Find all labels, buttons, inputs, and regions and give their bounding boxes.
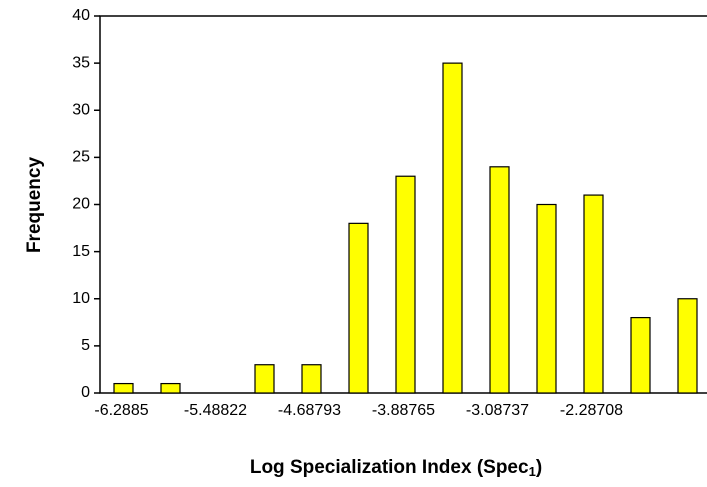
x-tick-label: -3.08737 bbox=[466, 402, 529, 419]
bar bbox=[489, 166, 510, 394]
x-tick-label: -4.68793 bbox=[278, 402, 341, 419]
bar bbox=[348, 222, 369, 394]
x-axis-title-suffix: ) bbox=[536, 457, 542, 478]
bar bbox=[677, 298, 698, 394]
x-axis-title-text: Log Specialization Index (Spec bbox=[250, 457, 529, 478]
x-tick-label: -2.28708 bbox=[560, 402, 623, 419]
bar bbox=[254, 364, 275, 394]
bar bbox=[442, 62, 463, 394]
bar bbox=[301, 364, 322, 394]
x-tick-label: -5.48822 bbox=[184, 402, 247, 419]
bar bbox=[583, 194, 604, 394]
x-axis-title-subscript: 1 bbox=[529, 464, 536, 479]
y-tick-label: 0 bbox=[81, 384, 90, 401]
x-tick-label: -3.88765 bbox=[372, 402, 435, 419]
bar bbox=[630, 317, 651, 394]
bar bbox=[113, 382, 134, 394]
bar bbox=[160, 382, 181, 394]
y-tick-label: 35 bbox=[72, 54, 90, 71]
y-tick-label: 5 bbox=[81, 337, 90, 354]
x-tick-label: -6.2885 bbox=[94, 402, 148, 419]
y-tick-label: 25 bbox=[72, 149, 90, 166]
y-tick-label: 20 bbox=[72, 196, 90, 213]
y-tick-label: 30 bbox=[72, 101, 90, 118]
bar bbox=[536, 203, 557, 394]
y-tick-label: 15 bbox=[72, 243, 90, 260]
x-axis-title: Log Specialization Index (Spec1) bbox=[250, 457, 542, 479]
y-tick-label: 40 bbox=[72, 7, 90, 24]
bar bbox=[395, 175, 416, 394]
y-tick-label: 10 bbox=[72, 290, 90, 307]
y-axis-title: Frequency bbox=[24, 157, 45, 254]
